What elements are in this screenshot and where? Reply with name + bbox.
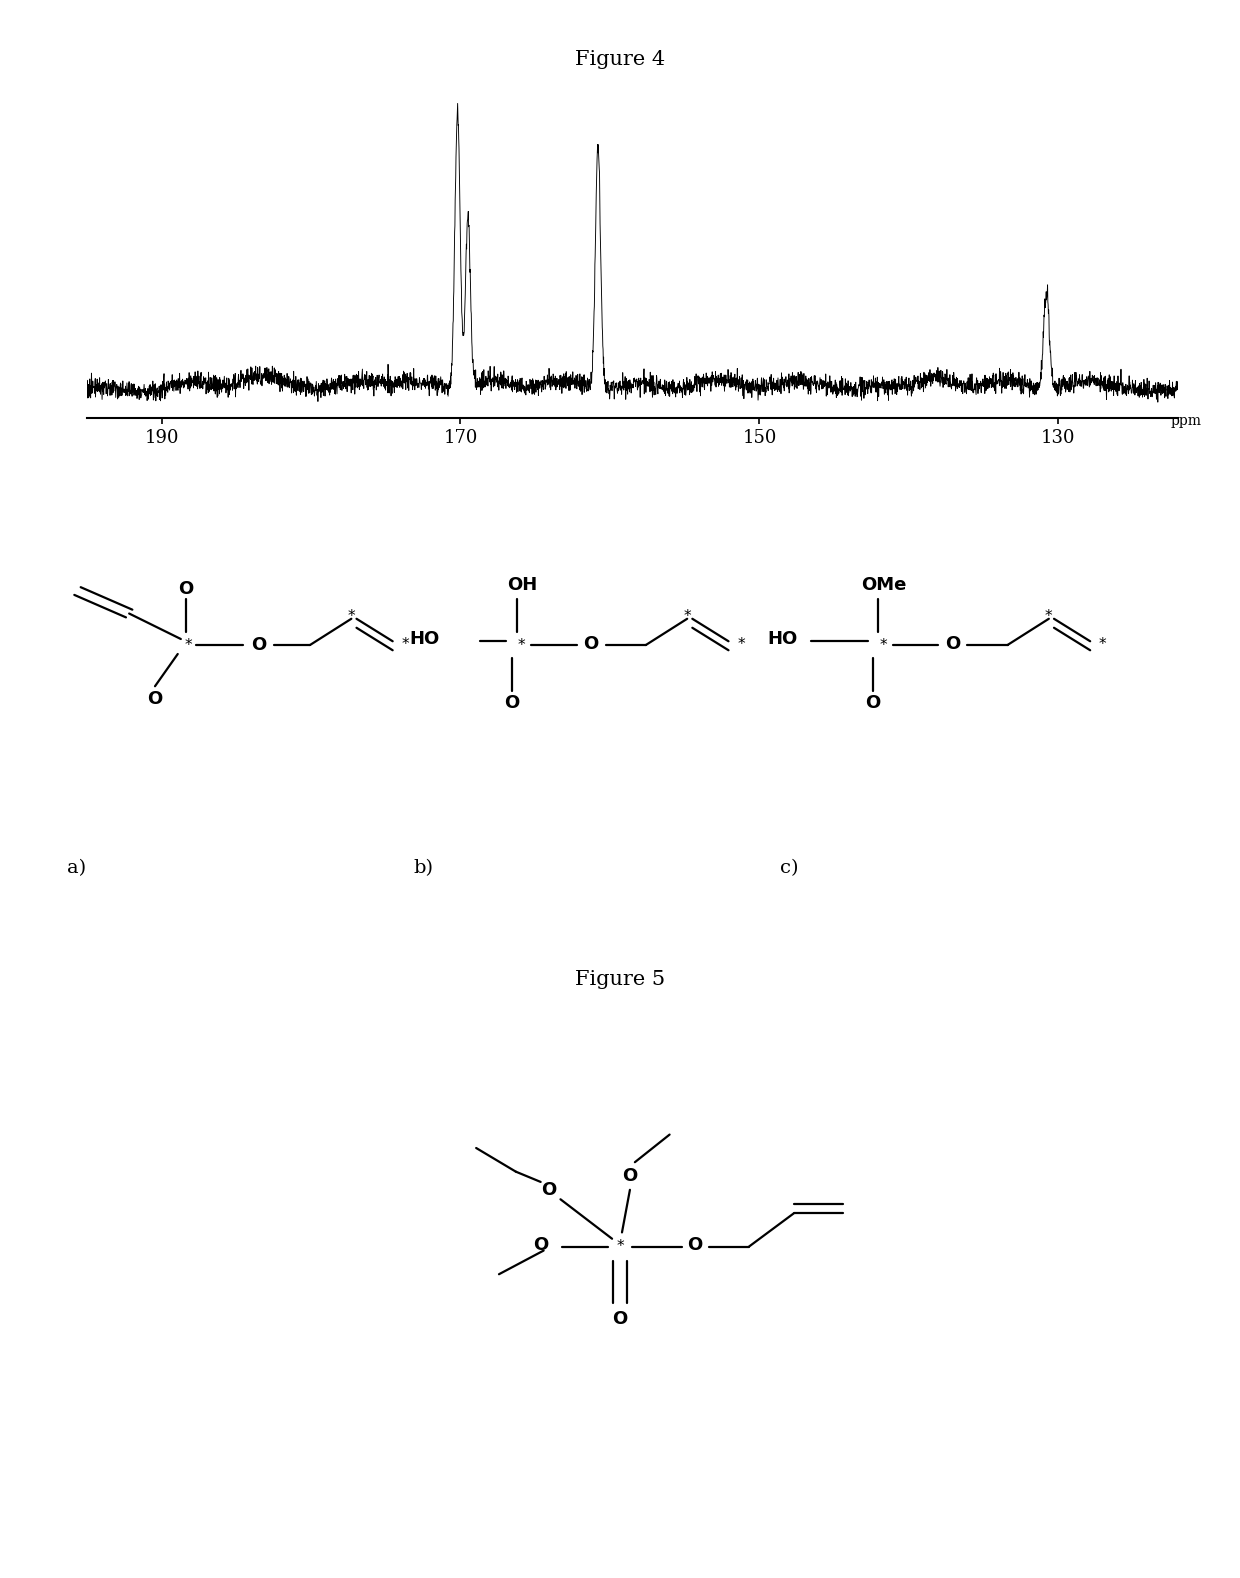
Text: *: * <box>1099 638 1106 652</box>
Text: Figure 5: Figure 5 <box>575 970 665 989</box>
Text: *: * <box>402 638 409 652</box>
Text: HO: HO <box>409 630 439 649</box>
Text: O: O <box>622 1166 637 1185</box>
Text: O: O <box>503 694 520 713</box>
Text: ppm: ppm <box>1171 413 1202 428</box>
Text: O: O <box>533 1236 548 1255</box>
Text: O: O <box>866 694 880 713</box>
Text: *: * <box>518 638 526 653</box>
Text: O: O <box>148 690 162 709</box>
Text: *: * <box>879 638 888 653</box>
Text: O: O <box>250 636 265 653</box>
Text: *: * <box>185 638 192 653</box>
Text: O: O <box>541 1180 557 1199</box>
Text: O: O <box>179 579 193 598</box>
Text: O: O <box>613 1310 627 1329</box>
Text: O: O <box>584 634 599 653</box>
Text: O: O <box>945 634 960 653</box>
Text: HO: HO <box>768 630 797 649</box>
Text: c): c) <box>780 860 799 877</box>
Text: *: * <box>616 1239 624 1255</box>
Text: OMe: OMe <box>861 576 906 593</box>
Text: *: * <box>347 609 355 623</box>
Text: *: * <box>737 638 745 652</box>
Text: *: * <box>1045 609 1053 623</box>
Text: *: * <box>683 609 691 623</box>
Text: OH: OH <box>507 576 537 593</box>
Text: b): b) <box>413 860 433 877</box>
Text: O: O <box>687 1236 702 1255</box>
Text: a): a) <box>67 860 87 877</box>
Text: Figure 4: Figure 4 <box>575 50 665 69</box>
